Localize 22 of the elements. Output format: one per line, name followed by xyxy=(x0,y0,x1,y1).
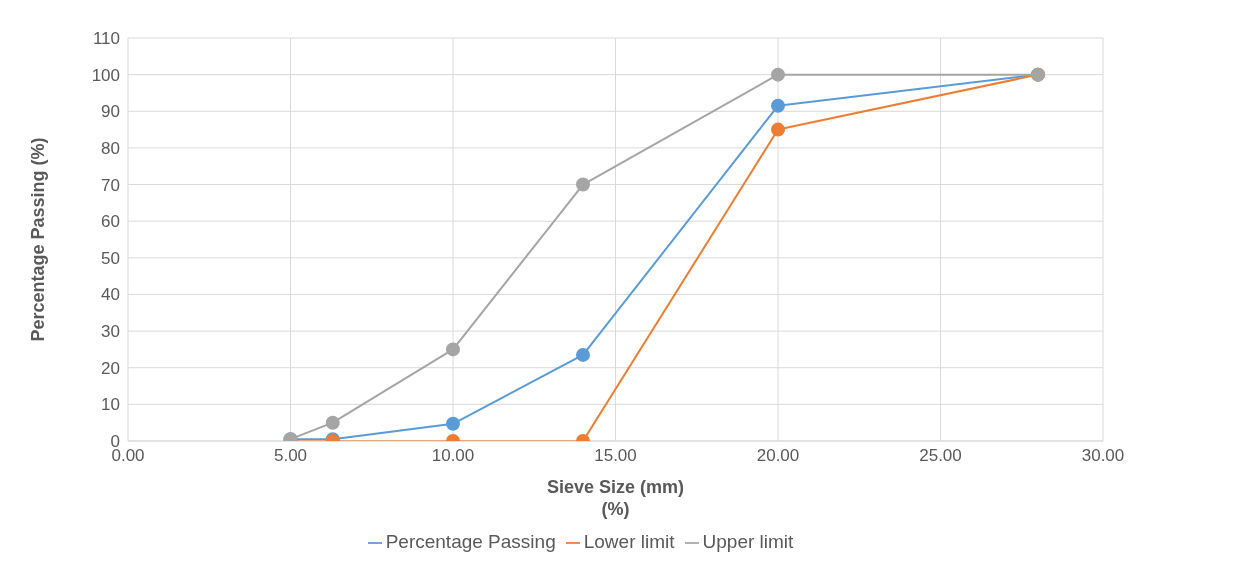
y-tick-label: 70 xyxy=(101,175,120,195)
legend-label: Percentage Passing xyxy=(385,531,556,552)
y-tick-label: 10 xyxy=(101,395,120,415)
y-tick-label: 100 xyxy=(91,65,120,85)
y-tick-label: 20 xyxy=(101,358,120,378)
y-tick-label: 40 xyxy=(101,285,120,305)
x-tick-label: 10.00 xyxy=(431,446,475,466)
y-tick-label: 80 xyxy=(101,138,120,158)
legend-label: Lower limit xyxy=(583,531,675,552)
y-axis-title: Percentage Passing (%) xyxy=(28,137,49,342)
x-axis-title: Sieve Size (mm) (%) xyxy=(546,477,685,519)
x-tick-label: 25.00 xyxy=(919,446,962,466)
x-tick-label: 30.00 xyxy=(1081,446,1125,466)
y-tick-label: 30 xyxy=(101,322,120,342)
x-tick-label: 20.00 xyxy=(756,446,800,466)
y-tick-label: 110 xyxy=(92,29,120,49)
y-tick-label: 90 xyxy=(101,102,120,122)
x-tick-label: 15.00 xyxy=(594,446,637,466)
legend-label: Upper limit xyxy=(702,531,794,552)
y-tick-label: 60 xyxy=(101,212,120,232)
x-tick-label: 5.00 xyxy=(273,446,308,466)
y-tick-label: 50 xyxy=(101,248,120,268)
